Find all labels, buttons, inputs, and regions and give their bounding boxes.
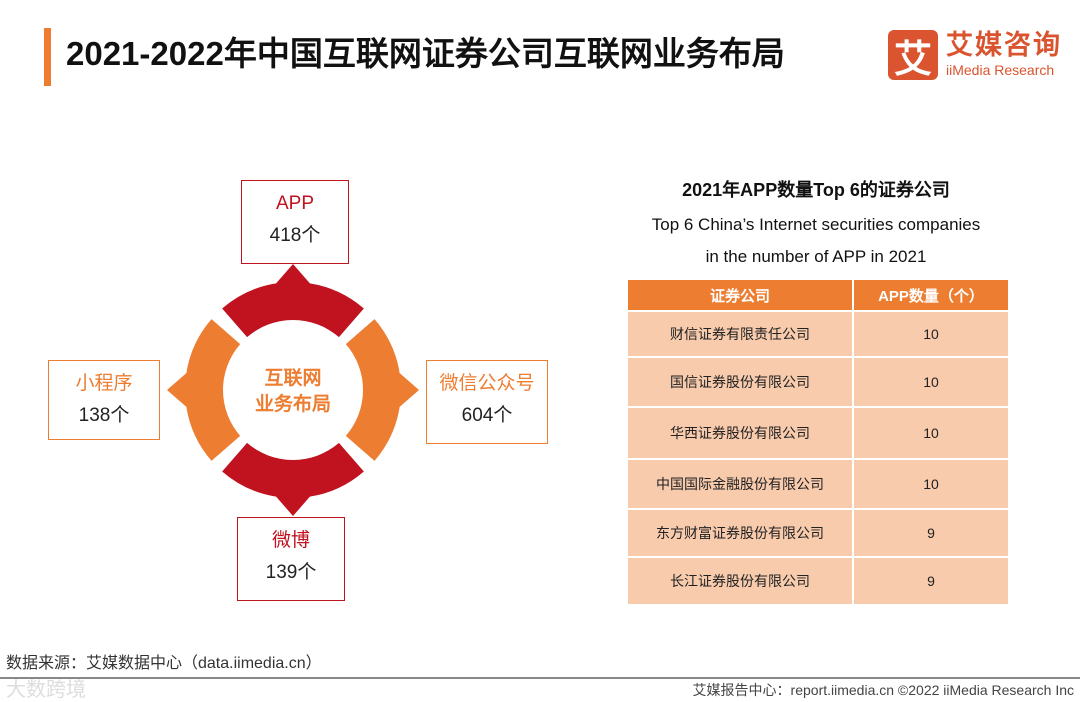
node-app: APP 418个 xyxy=(241,180,349,264)
table-row: 长江证券股份有限公司 9 xyxy=(626,556,1010,606)
app-count-cell: 10 xyxy=(852,406,1010,460)
app-count-cell: 9 xyxy=(852,556,1010,606)
footer-divider xyxy=(0,677,1080,679)
table-title: 2021年APP数量Top 6的证券公司 xyxy=(682,180,950,200)
node-value: 418个 xyxy=(269,225,321,246)
company-cell: 国信证券股份有限公司 xyxy=(626,356,854,408)
app-count-cell: 9 xyxy=(852,508,1010,558)
node-value: 139个 xyxy=(265,562,317,583)
node-name: 微信公众号 xyxy=(439,373,535,394)
node-miniprogram: 小程序 138个 xyxy=(48,360,160,440)
node-weibo: 微博 139个 xyxy=(237,517,345,601)
center-line-1: 互联网 xyxy=(264,368,322,389)
ring-segment-app xyxy=(222,264,364,338)
table-row: 国信证券股份有限公司 10 xyxy=(626,356,1010,408)
app-count-cell: 10 xyxy=(852,310,1010,358)
table-row: 东方财富证券股份有限公司 9 xyxy=(626,508,1010,558)
title-accent-bar xyxy=(44,28,51,86)
data-source: 数据来源：艾媒数据中心（data.iimedia.cn） xyxy=(6,655,322,672)
node-wechat: 微信公众号 604个 xyxy=(426,360,548,444)
table-row: 财信证券有限责任公司 10 xyxy=(626,310,1010,358)
watermark: 大数跨境 xyxy=(6,679,86,701)
page-title: 2021-2022年中国互联网证券公司互联网业务布局 xyxy=(66,35,785,72)
node-name: 小程序 xyxy=(75,373,133,394)
header-company: 证券公司 xyxy=(626,278,854,312)
company-cell: 财信证券有限责任公司 xyxy=(626,310,854,358)
ring-segment-miniprogram xyxy=(167,319,241,461)
node-name: APP xyxy=(275,193,315,214)
subtitle-line-2: in the number of APP in 2021 xyxy=(705,247,927,266)
company-cell: 华西证券股份有限公司 xyxy=(626,406,854,460)
logo: 艾 艾媒咨询 iiMedia Research xyxy=(888,30,1073,82)
app-count-cell: 10 xyxy=(852,356,1010,408)
subtitle-line-1: Top 6 China’s Internet securities compan… xyxy=(651,215,981,234)
table-subtitle: Top 6 China’s Internet securities compan… xyxy=(586,209,1046,273)
node-name: 微博 xyxy=(271,530,310,551)
ring-center-label: 互联网 业务布局 xyxy=(233,366,353,418)
logo-cn: 艾媒咨询 xyxy=(946,30,1062,60)
company-cell: 中国国际金融股份有限公司 xyxy=(626,458,854,510)
node-value: 604个 xyxy=(461,405,513,426)
logo-en: iiMedia Research xyxy=(946,62,1055,78)
table-row: 中国国际金融股份有限公司 10 xyxy=(626,458,1010,510)
ring-segment-wechat xyxy=(345,319,419,461)
ring-segment-weibo xyxy=(222,442,364,516)
node-value: 138个 xyxy=(78,405,130,426)
logo-mark: 艾 xyxy=(888,30,938,81)
header-app-count: APP数量（个） xyxy=(852,278,1010,312)
app-count-cell: 10 xyxy=(852,458,1010,510)
table-row: 华西证券股份有限公司 10 xyxy=(626,406,1010,460)
company-cell: 东方财富证券股份有限公司 xyxy=(626,508,854,558)
company-cell: 长江证券股份有限公司 xyxy=(626,556,854,606)
top6-table: 证券公司 APP数量（个） 财信证券有限责任公司 10 国信证券股份有限公司 10 华西… xyxy=(626,278,1010,606)
footer-credit: 艾媒报告中心：report.iimedia.cn ©2022 iiMedia R… xyxy=(692,682,1074,698)
center-line-2: 业务布局 xyxy=(254,394,331,415)
